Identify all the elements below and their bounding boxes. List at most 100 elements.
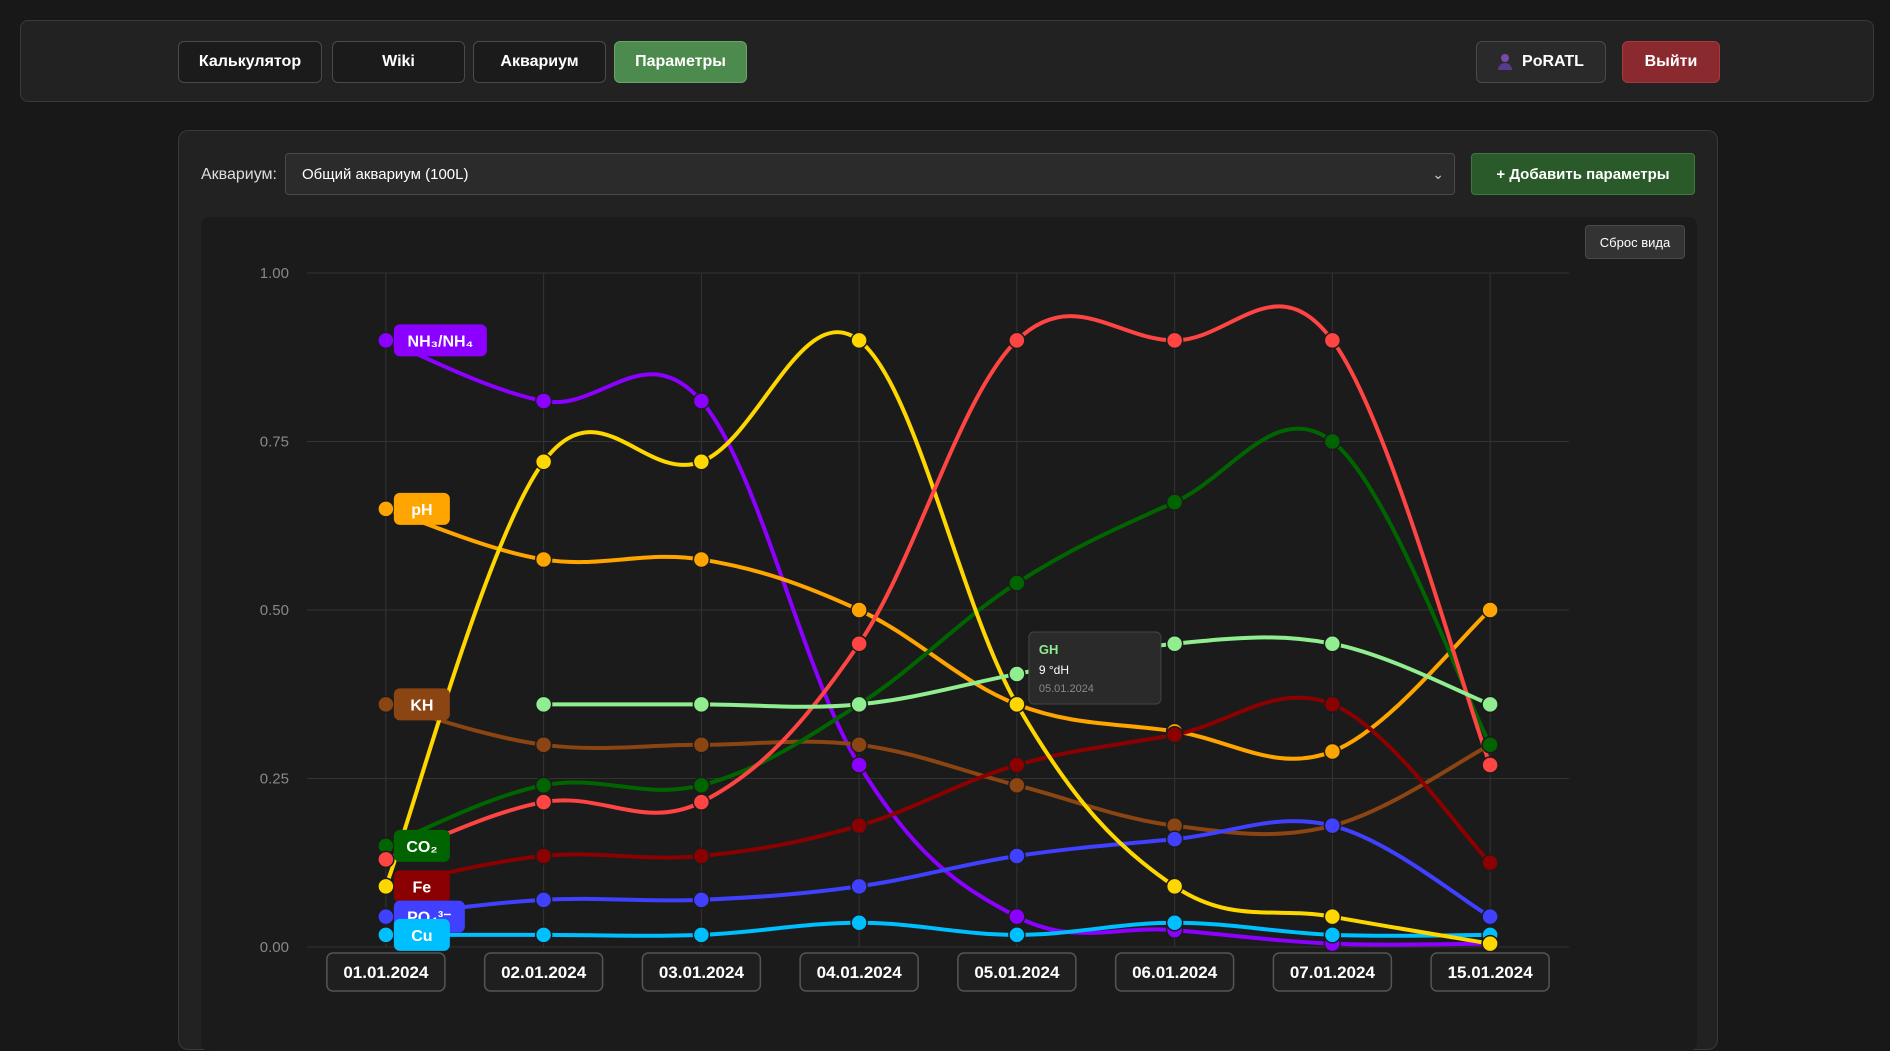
data-point [850,601,868,619]
x-tick-box [1272,952,1393,992]
data-point [1481,601,1499,619]
data-point [1165,913,1184,932]
series-label-box [393,492,450,525]
tooltip-series: GH [1039,642,1059,657]
data-point [692,736,711,754]
data-point [1323,331,1342,350]
series-line-unnamed-8 [385,304,1493,862]
chevron-down-icon: ⌄ [1432,166,1444,182]
data-point [1165,493,1184,511]
data-point [1323,816,1342,835]
data-point [1165,725,1184,744]
data-point [1481,695,1499,714]
y-tick-label: 1.00 [260,265,289,282]
data-point [534,392,553,410]
nav-wiki-button[interactable]: Wiki [332,41,465,83]
data-point [1008,695,1026,714]
data-point [1165,634,1184,653]
series-label-text: Fe [413,879,432,896]
series-label-box [393,829,450,862]
logout-button[interactable]: Выйти [1622,41,1720,83]
x-tick-label: 02.01.2024 [501,963,587,982]
data-point [1323,634,1342,653]
y-tick-label: 0.00 [260,939,289,956]
data-point [1481,934,1499,953]
x-tick-label: 05.01.2024 [974,963,1060,982]
user-name: PoRATL [1522,53,1584,70]
series-label-box [393,870,450,903]
series-label-box [393,688,450,721]
series-label-text: pH [411,502,432,519]
series-line-PO₄³⁻ [385,819,1492,919]
series-line-unnamed-7 [383,330,1491,946]
data-point [692,793,711,811]
nav-parameters-button[interactable]: Параметры [614,41,747,83]
aquarium-label: Аквариум: [201,166,277,183]
y-tick-label: 0.25 [260,771,289,788]
data-point [1481,854,1499,872]
data-point [534,550,553,569]
data-point [1165,331,1184,350]
tooltip-value: 9 °dH [1039,663,1069,677]
user-icon [1498,54,1513,70]
series-label-text: Cu [411,928,432,945]
x-tick-box [1430,952,1550,992]
nav-aquarium-button[interactable]: Аквариум [473,41,606,83]
x-tick-box [957,952,1077,992]
data-point [1008,847,1026,865]
data-point [1323,432,1342,451]
data-point [1323,907,1342,926]
data-point [377,907,395,926]
x-tick-box [641,952,762,992]
top-navbar: Калькулятор Wiki Аквариум Параметры PoRA… [20,20,1874,102]
data-point [850,736,868,754]
data-point [534,891,553,909]
x-tick-label: 04.01.2024 [817,963,903,982]
data-point [534,695,553,714]
chart-container: 0.00 0.25 0.50 0.75 1.00 NH₃/NH₄ pH KH CO₂ Fe PO₄³… [201,217,1697,1051]
data-point [377,850,395,869]
data-point [1008,756,1026,774]
data-point [1323,742,1342,761]
nav-calculator-button[interactable]: Калькулятор [178,41,322,83]
data-point [692,891,711,909]
x-tick-label: 06.01.2024 [1132,963,1218,982]
parameters-panel: Аквариум: Общий аквариум (100L) ⌄ + Доба… [178,130,1718,1051]
data-point [534,736,553,754]
data-point [692,847,711,865]
data-point [850,331,868,350]
series-label-text: NH₃/NH₄ [408,333,474,350]
y-tick-label: 0.50 [260,602,289,619]
aquarium-select[interactable]: Общий аквариум (100L) ⌄ [285,153,1455,195]
data-point [1165,830,1184,848]
data-point [850,913,868,932]
data-point [692,926,711,944]
x-tick-label: 03.01.2024 [659,963,745,982]
parameters-line-chart[interactable]: 0.000.250.500.751.00NH₃/NH₄pHKHCO₂FePO₄³… [201,217,1697,1051]
data-point [1481,907,1499,926]
data-point [1481,736,1499,754]
y-tick-label: 0.75 [260,434,289,451]
data-point [377,695,395,714]
data-point [1008,907,1026,926]
x-tick-box [799,952,919,992]
series-label-box [393,918,450,951]
data-point [850,877,868,896]
series-line-pH [385,506,1492,761]
data-point [1008,926,1026,944]
data-point [534,847,553,865]
data-point [377,500,395,518]
data-point [1008,331,1026,350]
reset-view-button[interactable]: Сброс вида [1585,225,1685,259]
data-point [377,877,395,896]
x-tick-label: 07.01.2024 [1290,963,1376,982]
data-point [1323,695,1342,714]
tooltip-date: 05.01.2024 [1039,683,1094,695]
series-line-KH [385,702,1492,837]
user-profile-button[interactable]: PoRATL [1476,41,1606,83]
data-point [692,452,711,471]
data-point [850,756,868,774]
data-point [534,776,553,794]
x-tick-box [1114,952,1235,992]
add-parameters-button[interactable]: + Добавить параметры [1471,153,1695,195]
